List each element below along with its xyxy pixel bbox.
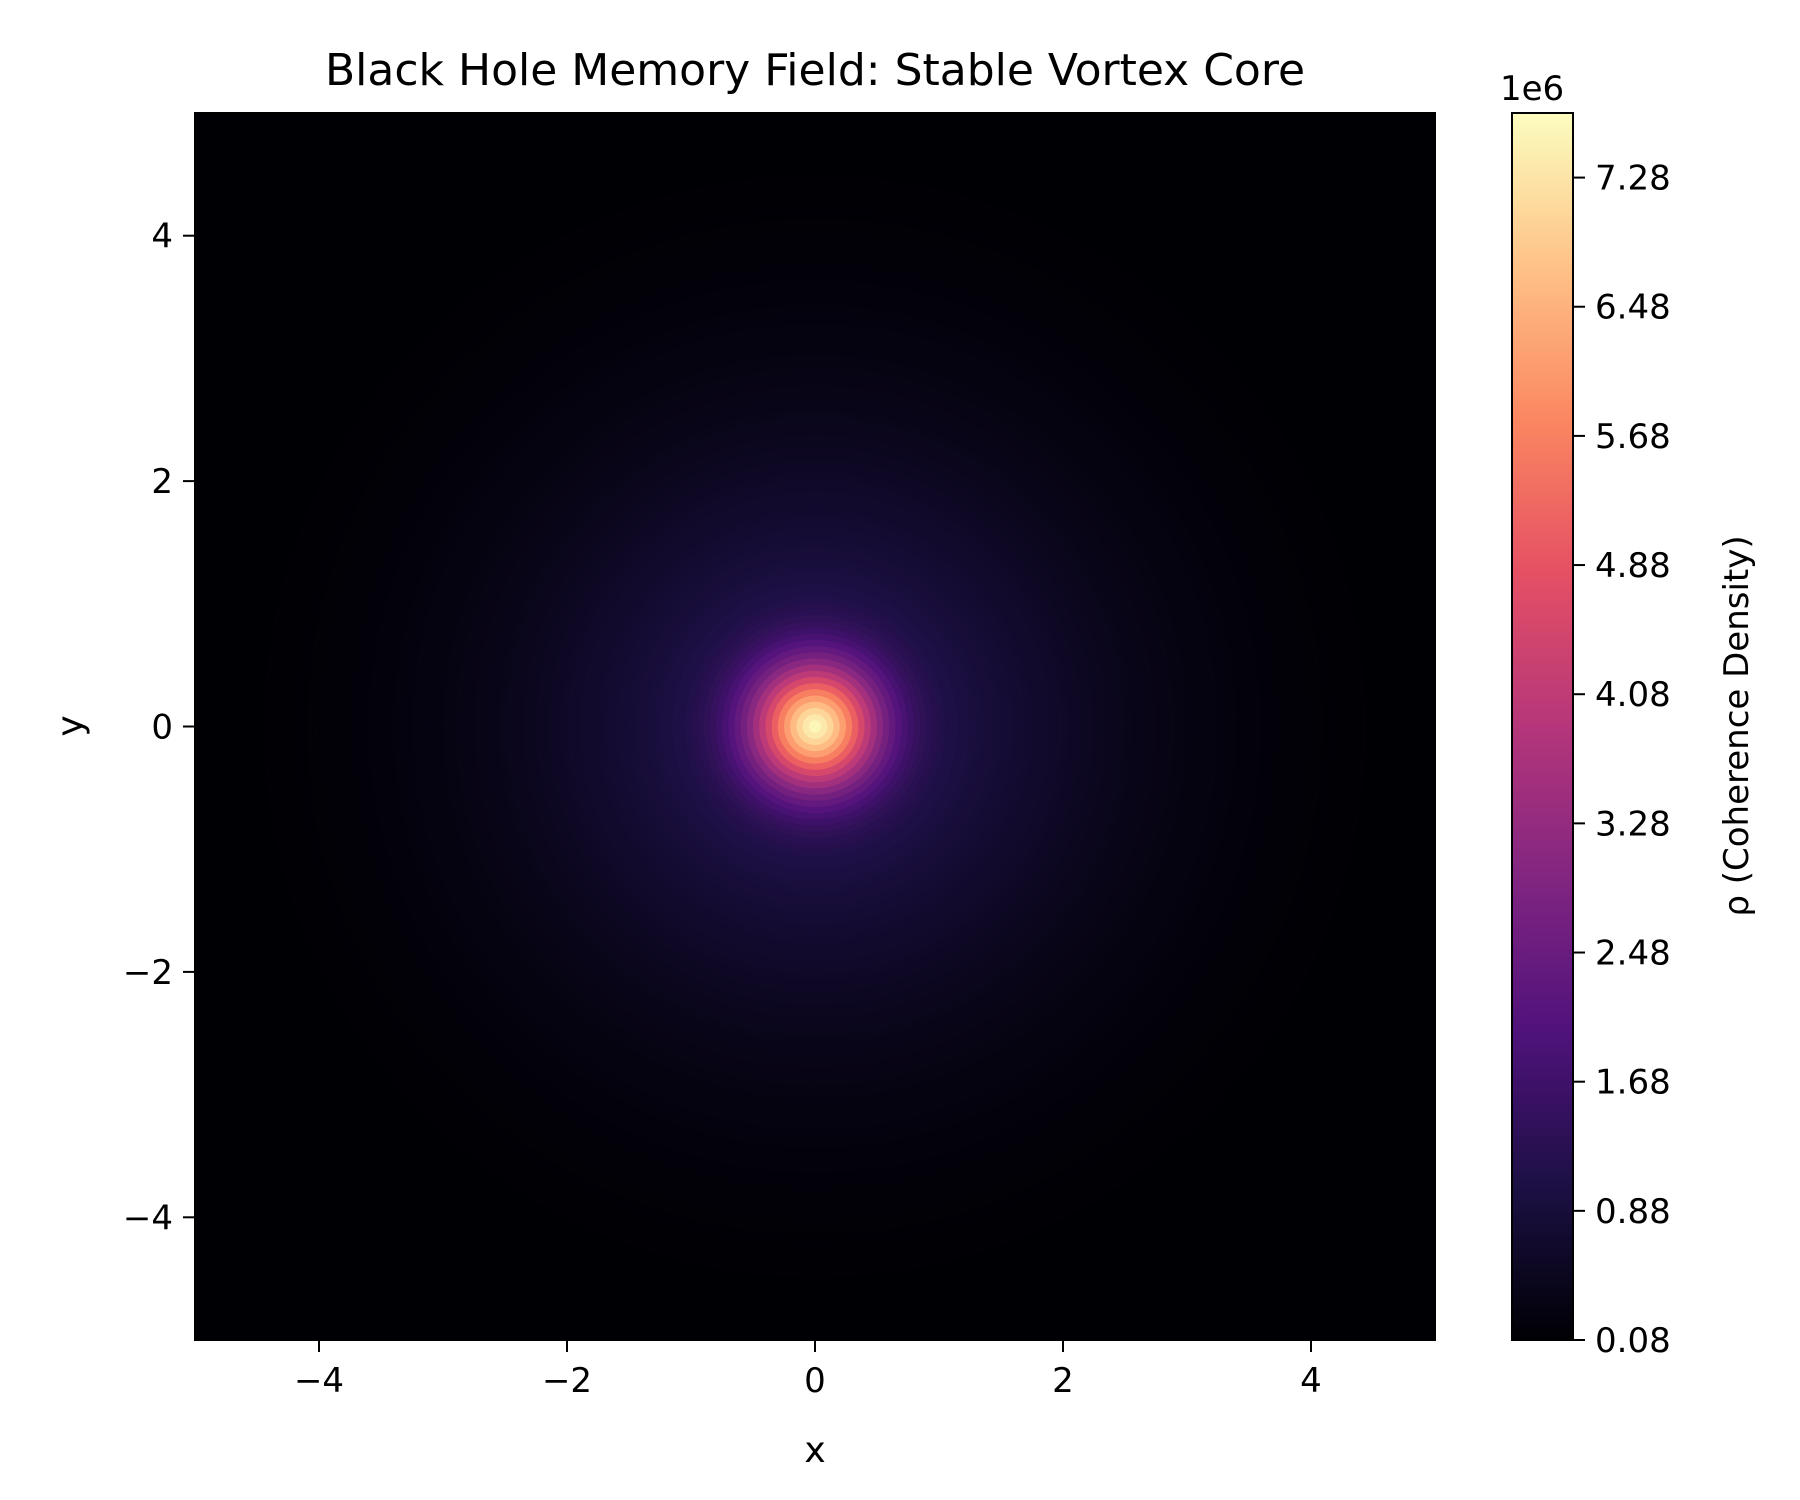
y-tick-label: −2: [123, 953, 173, 993]
x-axis: −4 −2 0 2 4: [294, 1340, 1322, 1401]
colorbar-gradient: [1512, 113, 1573, 1340]
colorbar-tick-label: 3.28: [1595, 804, 1671, 844]
x-tick-label: 0: [804, 1361, 826, 1401]
x-tick-label: 4: [1300, 1361, 1322, 1401]
colorbar-tick-label: 1.68: [1595, 1063, 1671, 1103]
field-level: [808, 720, 822, 733]
x-tick-label: −4: [294, 1361, 344, 1401]
colorbar-multiplier: 1e6: [1500, 69, 1564, 109]
plot-area: [194, 112, 1436, 1341]
y-tick-label: 0: [151, 708, 173, 748]
y-axis: −4 −2 0 2 4: [123, 217, 195, 1238]
colorbar-tick-label: 4.88: [1595, 546, 1671, 586]
colorbar-tick-label: 2.48: [1595, 934, 1671, 974]
colorbar: 0.08 0.88 1.68 2.48 3.28 4.08 4.88 5.68 6.48 7.28…: [1500, 69, 1757, 1361]
colorbar-label: ρ (Coherence Density): [1717, 535, 1757, 916]
colorbar-frame: [1511, 112, 1574, 1341]
x-tick-label: −2: [542, 1361, 592, 1401]
y-tick-label: −4: [123, 1198, 173, 1238]
y-axis-label: y: [50, 715, 91, 736]
colorbar-ticks: 0.08 0.88 1.68 2.48 3.28 4.08 4.88 5.68 6.48 7.28: [1573, 159, 1671, 1361]
field-rings: [195, 113, 1435, 1340]
colorbar-tick-label: 0.08: [1595, 1321, 1671, 1361]
colorbar-tick-label: 7.28: [1595, 159, 1671, 199]
x-tick-label: 2: [1052, 1361, 1074, 1401]
colorbar-tick-label: 6.48: [1595, 288, 1671, 328]
chart-title: Black Hole Memory Field: Stable Vortex C…: [325, 45, 1305, 96]
y-tick-label: 2: [151, 462, 173, 502]
colorbar-tick-label: 0.88: [1595, 1192, 1671, 1232]
x-axis-label: x: [804, 1430, 825, 1471]
y-tick-label: 4: [151, 217, 173, 257]
colorbar-tick-label: 5.68: [1595, 417, 1671, 457]
colorbar-tick-label: 4.08: [1595, 675, 1671, 715]
